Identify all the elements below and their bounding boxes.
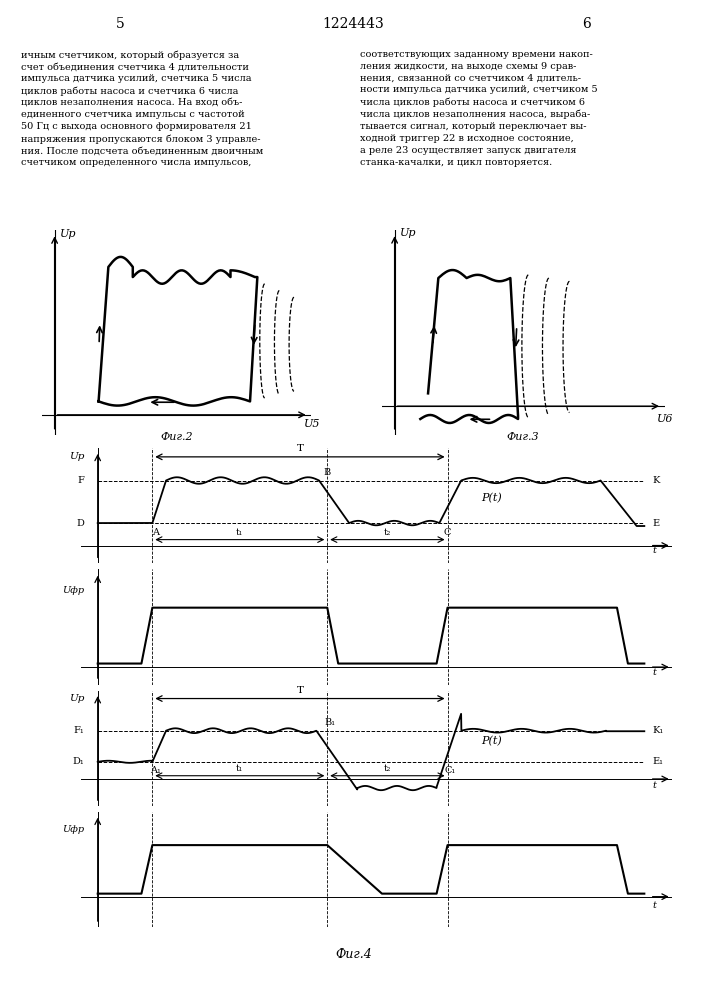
Text: Фиг.3: Фиг.3 [507, 432, 539, 442]
Text: U6: U6 [657, 414, 673, 424]
Text: C₁: C₁ [445, 766, 456, 775]
Text: A: A [151, 528, 158, 537]
Text: B₁: B₁ [325, 718, 336, 727]
Text: E: E [653, 519, 660, 528]
Text: t₁: t₁ [236, 764, 243, 773]
Text: D₁: D₁ [72, 757, 84, 766]
Text: Up: Up [69, 452, 84, 461]
Text: t₁: t₁ [236, 528, 243, 537]
Text: Uфр: Uфр [62, 586, 84, 595]
Text: 5: 5 [116, 17, 124, 31]
Text: F₁: F₁ [74, 726, 84, 735]
Text: P(t): P(t) [481, 736, 502, 747]
Text: E₁: E₁ [653, 757, 663, 766]
Text: Фиг.4: Фиг.4 [335, 948, 372, 962]
Text: t: t [653, 901, 656, 910]
Text: C: C [444, 528, 451, 537]
Text: B: B [324, 468, 331, 477]
Text: Up: Up [59, 229, 76, 239]
Text: U5: U5 [304, 419, 320, 429]
Text: A₁: A₁ [150, 766, 160, 775]
Text: 1224443: 1224443 [322, 17, 385, 31]
Text: Up: Up [399, 228, 416, 238]
Text: t: t [653, 781, 656, 790]
Text: K₁: K₁ [653, 726, 664, 735]
Text: K: K [653, 476, 660, 485]
Text: Up: Up [69, 694, 84, 703]
Text: Uфр: Uфр [62, 825, 84, 834]
Text: t: t [653, 546, 656, 555]
Text: соответствующих заданному времени накоп-
ления жидкости, на выходе схемы 9 срав-: соответствующих заданному времени накоп-… [360, 50, 598, 167]
Text: P(t): P(t) [481, 493, 502, 503]
Text: 6: 6 [583, 17, 591, 31]
Text: T: T [296, 686, 303, 695]
Text: ичным счетчиком, который образуется за
счет объединения счетчика 4 длительности
: ичным счетчиком, который образуется за с… [21, 50, 264, 167]
Text: t: t [653, 668, 656, 677]
Text: T: T [296, 444, 303, 453]
Text: F: F [77, 476, 84, 485]
Text: Фиг.2: Фиг.2 [160, 432, 193, 442]
Text: t₂: t₂ [384, 528, 391, 537]
Text: t₂: t₂ [384, 764, 391, 773]
Text: D: D [76, 519, 84, 528]
